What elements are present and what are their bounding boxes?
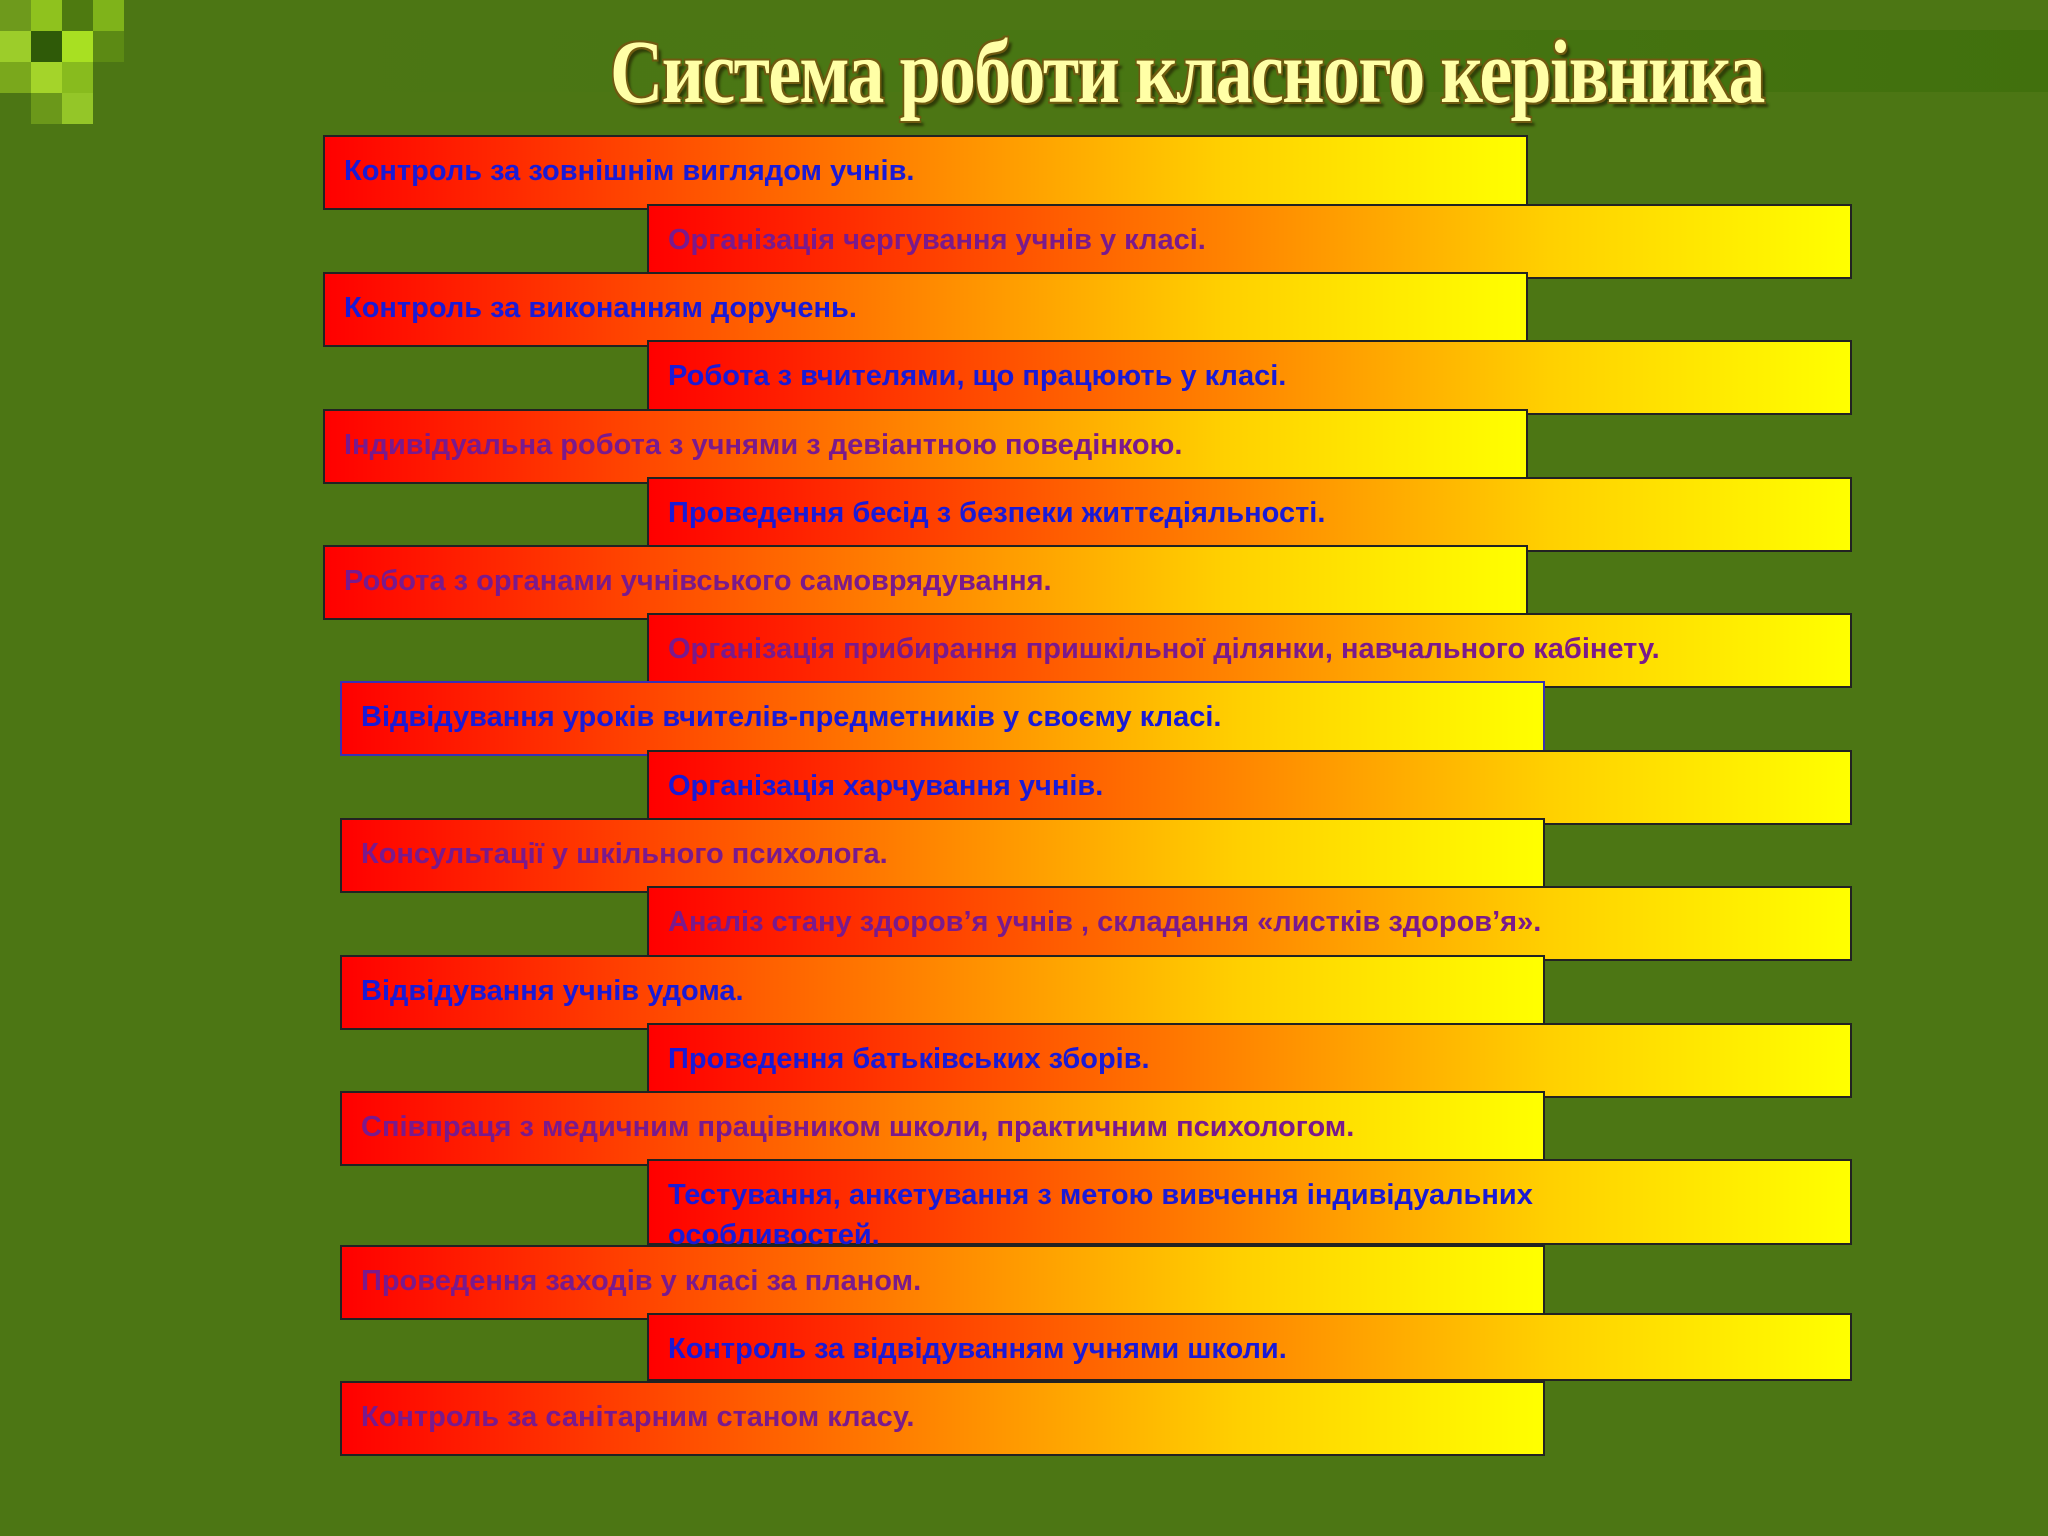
list-item: Контроль за відвідуванням учнями школи. [647, 1313, 1852, 1381]
item-text: Організація чергування учнів у класі. [668, 224, 1206, 256]
item-text: Проведення бесід з безпеки життєдіяльнос… [668, 497, 1326, 529]
list-item: Консультації у шкільного психолога. [340, 818, 1545, 893]
decorative-squares [0, 0, 160, 125]
item-text: Контроль за виконанням доручень. [344, 292, 857, 324]
list-item: Проведення батьківських зборів. [647, 1023, 1852, 1098]
item-text: Організація харчування учнів. [668, 770, 1104, 802]
list-item: Відвідування уроків вчителів-предметникі… [340, 681, 1545, 756]
item-text: Контроль за відвідуванням учнями школи. [668, 1333, 1287, 1365]
item-text: Контроль за санітарним станом класу. [361, 1401, 915, 1433]
list-item: Проведення заходів у класі за планом. [340, 1245, 1545, 1320]
list-item: Співпраця з медичним працівником школи, … [340, 1091, 1545, 1166]
item-text: Робота з вчителями, що працюють у класі. [668, 360, 1287, 392]
item-text: Проведення батьківських зборів. [668, 1043, 1150, 1075]
list-item: Контроль за санітарним станом класу. [340, 1381, 1545, 1456]
item-text: Співпраця з медичним працівником школи, … [361, 1111, 1355, 1143]
item-text: Відвідування учнів удома. [361, 975, 744, 1007]
item-text: Організація прибирання пришкільної ділян… [668, 633, 1660, 665]
list-item: Аналіз стану здоров’я учнів , складання … [647, 886, 1852, 961]
list-item: Індивідуальна робота з учнями з девіантн… [323, 409, 1528, 484]
list-item: Проведення бесід з безпеки життєдіяльнос… [647, 477, 1852, 552]
page-title: Система роботи класного керівника [610, 23, 1765, 122]
list-item: Робота з органами учнівського самоврядув… [323, 545, 1528, 620]
item-text: Індивідуальна робота з учнями з девіантн… [344, 429, 1183, 461]
item-text: Проведення заходів у класі за планом. [361, 1265, 922, 1297]
list-item: Організація чергування учнів у класі. [647, 204, 1852, 279]
list-item: Організація харчування учнів. [647, 750, 1852, 825]
item-text: Тестування, анкетування з метою вивчення… [668, 1179, 1533, 1251]
item-text: Робота з органами учнівського самоврядув… [344, 565, 1052, 597]
item-text: Відвідування уроків вчителів-предметникі… [361, 701, 1222, 733]
list-item: Контроль за зовнішнім виглядом учнів. [323, 135, 1528, 210]
item-text: Контроль за зовнішнім виглядом учнів. [344, 155, 915, 187]
list-item: Організація прибирання пришкільної ділян… [647, 613, 1852, 688]
item-text: Консультації у шкільного психолога. [361, 838, 888, 870]
list-item: Контроль за виконанням доручень. [323, 272, 1528, 347]
item-text: Аналіз стану здоров’я учнів , складання … [668, 906, 1542, 938]
list-item: Тестування, анкетування з метою вивчення… [647, 1159, 1852, 1251]
list-item: Відвідування учнів удома. [340, 955, 1545, 1030]
list-item: Робота з вчителями, що працюють у класі. [647, 340, 1852, 415]
title-band [260, 30, 2048, 92]
